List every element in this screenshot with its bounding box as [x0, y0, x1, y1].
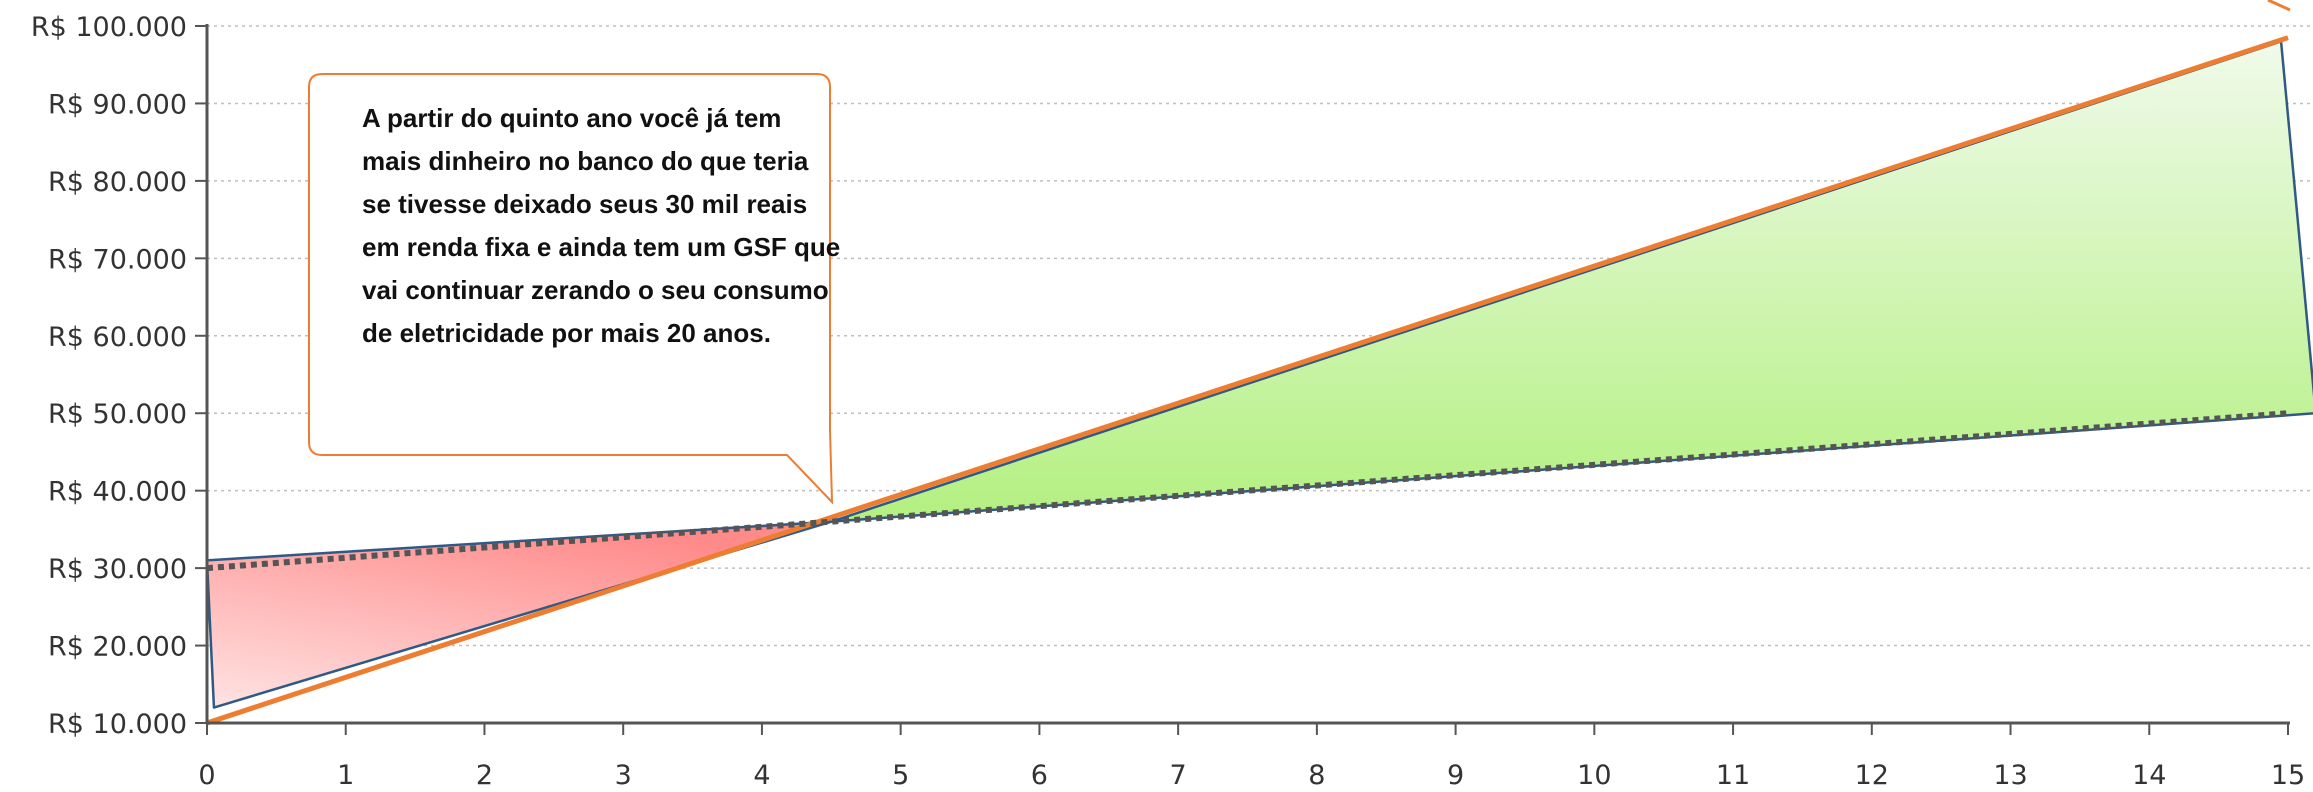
x-tick-labels: 0 1 2 3 4 5 6 7 8 9 10 11 12 13 14 15 — [198, 723, 2305, 791]
gain-area — [830, 40, 2313, 523]
y-tick-label: R$ 10.000 — [48, 709, 187, 740]
series-line-arrow-tail — [2267, 0, 2291, 12]
x-tick-label: 9 — [1447, 760, 1464, 787]
x-tick-label: 6 — [1031, 760, 1048, 787]
x-tick-label: 3 — [615, 760, 632, 787]
x-tick-label: 1 — [337, 760, 354, 787]
x-tick-label: 15 — [2271, 760, 2305, 787]
series-line-solid — [206, 35, 2289, 726]
y-tick-label: R$ 60.000 — [48, 322, 187, 353]
axes — [205, 24, 2290, 725]
y-tick-label: R$ 80.000 — [48, 167, 187, 198]
x-tick-label: 4 — [753, 760, 770, 787]
x-tick-label: 10 — [1577, 760, 1611, 787]
y-tick-label: R$ 30.000 — [48, 554, 187, 585]
callout-line: de eletricidade por mais 20 anos. — [362, 318, 771, 348]
callout-line: mais dinheiro no banco do que teria — [362, 146, 809, 176]
y-tick-label: R$ 50.000 — [48, 399, 187, 430]
x-tick-label: 13 — [1993, 760, 2027, 787]
y-tick-label: R$ 100.000 — [31, 12, 187, 43]
x-tick-label: 11 — [1716, 760, 1750, 787]
series-line-dotted — [206, 410, 2289, 572]
callout-line: vai continuar zerando o seu consumo — [362, 275, 829, 305]
x-tick-label: 12 — [1855, 760, 1889, 787]
x-tick-label: 2 — [476, 760, 493, 787]
callout-line: se tivesse deixado seus 30 mil reais — [362, 189, 807, 219]
y-tick-label: R$ 40.000 — [48, 477, 187, 508]
y-tick-labels: R$ 10.000 R$ 20.000 R$ 30.000 R$ 40.000 R$ 5… — [31, 12, 187, 740]
y-tick-label: R$ 90.000 — [48, 89, 187, 120]
callout: A partir do quinto ano você já tem mais … — [308, 73, 840, 505]
callout-line: em renda fixa e ainda tem um GSF que — [362, 232, 840, 262]
x-tick-label: 8 — [1308, 760, 1325, 787]
series-lines — [206, 0, 2291, 726]
callout-bubble — [308, 73, 834, 505]
x-tick-label: 7 — [1170, 760, 1187, 787]
callout-line: A partir do quinto ano você já tem — [362, 103, 781, 133]
y-tick-label: R$ 70.000 — [48, 244, 187, 275]
y-tick-label: R$ 20.000 — [48, 632, 187, 663]
x-tick-label: 5 — [892, 760, 909, 787]
x-tick-label: 0 — [198, 760, 215, 787]
x-tick-label: 14 — [2132, 760, 2166, 787]
